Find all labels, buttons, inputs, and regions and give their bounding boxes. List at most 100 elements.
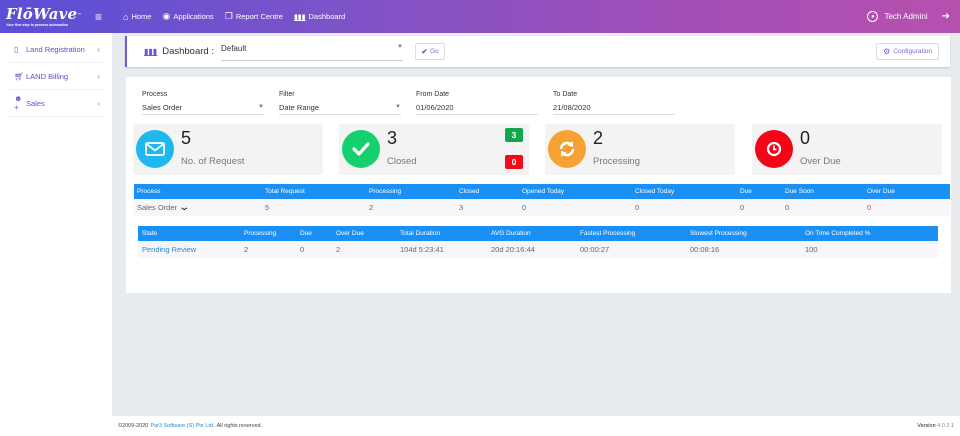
refresh-icon <box>548 130 586 168</box>
nav-applications-label: Applications <box>173 12 214 21</box>
slowest-processing-value: 00:08:16 <box>690 245 720 254</box>
go-label: Go <box>430 48 439 55</box>
version-label: Version <box>917 423 936 429</box>
check-icon: ✔ <box>421 47 428 56</box>
hamburger-menu-icon[interactable]: ≡ <box>95 9 103 24</box>
go-button[interactable]: ✔ Go <box>414 43 445 60</box>
to-date: To Date 21/08/2020 <box>553 91 690 115</box>
filter-select[interactable]: Date Range ▼ <box>279 100 401 115</box>
nav-dashboard-label: Dashboard <box>308 12 346 21</box>
file-icon: ▯ <box>14 44 19 54</box>
processing-count: 2 <box>593 128 604 148</box>
summary-table: Process Total Request Processing Closed … <box>134 184 950 216</box>
user-name[interactable]: Tech Admini <box>884 12 928 21</box>
card-processing[interactable]: 2 Processing <box>545 124 735 175</box>
dashboard-select[interactable]: Default ▼ <box>220 43 403 61</box>
nav-applications[interactable]: ◉ Applications <box>162 11 213 22</box>
card-requests[interactable]: 5 No. of Request <box>133 124 323 175</box>
closed-today-value: 0 <box>635 203 640 212</box>
state-table-header: State Processing Due Over Due Total Dura… <box>138 226 938 241</box>
sidebar-item-land-registration[interactable]: ▯ Land Registration ‹ <box>6 36 106 63</box>
requests-count: 5 <box>181 128 192 148</box>
copyright-text: All rights reserved. <box>216 423 263 429</box>
process-select[interactable]: Sales Order ▼ <box>142 100 264 115</box>
on-time-completed-value: 100 <box>805 245 818 254</box>
dashboard-panel: Process Sales Order ▼ Filter Date Range … <box>126 77 951 293</box>
sidebar-item-label: Sales <box>26 98 45 108</box>
main-content: ▮▮▮ Dashboard : Default ▼ ✔ Go ⚙ Configu… <box>118 33 960 436</box>
state-table: State Processing Due Over Due Total Dura… <box>138 226 938 258</box>
user-area: ● Tech Admini ➜ <box>867 11 960 22</box>
chevron-left-icon: ‹ <box>97 98 100 108</box>
due-soon-value: 0 <box>785 203 790 212</box>
over-due-value: 0 <box>867 203 872 212</box>
configuration-label: Configuration <box>893 48 932 55</box>
card-closed[interactable]: 3 Closed 3 0 <box>339 124 529 175</box>
sidebar-item-label: LAND Billing <box>26 71 69 81</box>
col-processing: Processing <box>369 188 402 195</box>
col-slowest-processing: Slowest Processing <box>690 230 747 237</box>
closed-label: Closed <box>387 156 417 167</box>
state-link[interactable]: Pending Review <box>142 245 197 254</box>
col-over-due: Over Due <box>336 230 364 237</box>
col-closed: Closed <box>459 188 480 195</box>
nav-home[interactable]: ⌂ Home <box>123 11 151 22</box>
top-navbar: FlōWave™ Your first step to process auto… <box>0 0 960 33</box>
avg-duration-value: 20d 20:16:44 <box>491 245 535 254</box>
flowave-logo[interactable]: FlōWave™ Your first step to process auto… <box>0 6 95 27</box>
col-due-soon: Due Soon <box>785 188 814 195</box>
logout-icon[interactable]: ➜ <box>941 11 950 22</box>
chevron-down-icon[interactable]: ⌄ <box>178 202 191 213</box>
filter-type: Filter Date Range ▼ <box>279 91 416 115</box>
process-value: Sales Order <box>142 102 183 112</box>
overdue-label: Over Due <box>800 156 841 167</box>
table-row: Sales Order ⌄ 5 2 3 0 0 0 0 0 <box>134 199 950 216</box>
closed-late-badge: 0 <box>505 155 523 169</box>
process-filter: Process Sales Order ▼ <box>142 91 279 115</box>
from-date-input[interactable]: 01/06/2020 <box>416 100 538 115</box>
closed-on-time-badge: 3 <box>505 128 523 142</box>
from-date-value: 01/06/2020 <box>416 102 454 112</box>
col-total-request: Total Request <box>265 188 305 195</box>
card-overdue[interactable]: 0 Over Due <box>752 124 942 175</box>
gears-icon: ⚙ <box>883 47 891 56</box>
col-over-due: Over Due <box>867 188 895 195</box>
users-icon: ◉ <box>162 11 171 21</box>
col-opened-today: Opened Today <box>522 188 565 195</box>
user-avatar-icon[interactable]: ● <box>867 11 879 22</box>
chevron-left-icon: ‹ <box>97 44 100 54</box>
processing-value: 2 <box>369 203 374 212</box>
nav-home-label: Home <box>131 12 152 21</box>
sidebar: ▯ Land Registration ‹ 🛒︎ LAND Billing ‹ … <box>0 33 112 436</box>
logo-trademark: ™ <box>77 11 82 17</box>
process-label: Process <box>142 91 168 98</box>
to-date-input[interactable]: 21/08/2020 <box>553 100 675 115</box>
footer: ©2009-2020 Par3 Software (S) Pte Ltd. Al… <box>112 416 960 436</box>
from-date: From Date 01/06/2020 <box>416 91 553 115</box>
summary-table-header: Process Total Request Processing Closed … <box>134 184 950 199</box>
envelope-icon <box>136 130 174 168</box>
overdue-count: 0 <box>800 128 811 148</box>
dashboard-bar: ▮▮▮ Dashboard : Default ▼ ✔ Go ⚙ Configu… <box>125 36 950 67</box>
nav-report-centre[interactable]: ❐ Report Centre <box>225 11 283 22</box>
company-link[interactable]: Par3 Software (S) Pte Ltd. <box>150 423 215 429</box>
nav-dashboard[interactable]: ▮▮▮ Dashboard <box>294 11 345 22</box>
filters: Process Sales Order ▼ Filter Date Range … <box>142 91 690 115</box>
cart-icon: 🛒︎ <box>14 71 25 81</box>
caret-down-icon: ▼ <box>395 104 401 110</box>
col-process: Process <box>137 188 161 195</box>
col-processing: Processing <box>244 230 277 237</box>
bar-chart-icon: ▮▮▮ <box>293 13 306 21</box>
check-circle-icon <box>342 130 380 168</box>
fastest-processing-value: 00:00:27 <box>580 245 610 254</box>
sidebar-item-land-billing[interactable]: 🛒︎ LAND Billing ‹ <box>6 63 106 90</box>
home-icon: ⌂ <box>123 11 129 22</box>
requests-label: No. of Request <box>181 156 245 167</box>
col-on-time-completed: On Time Completed % <box>805 230 871 237</box>
sidebar-item-sales[interactable]: ☻+ Sales ‹ <box>6 90 106 117</box>
opened-today-value: 0 <box>522 203 527 212</box>
col-state: State <box>142 230 158 237</box>
configuration-button[interactable]: ⚙ Configuration <box>876 43 939 60</box>
filter-value: Date Range <box>279 102 320 112</box>
col-due: Due <box>740 188 752 195</box>
